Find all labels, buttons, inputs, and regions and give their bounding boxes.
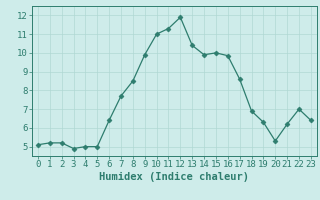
X-axis label: Humidex (Indice chaleur): Humidex (Indice chaleur) xyxy=(100,172,249,182)
